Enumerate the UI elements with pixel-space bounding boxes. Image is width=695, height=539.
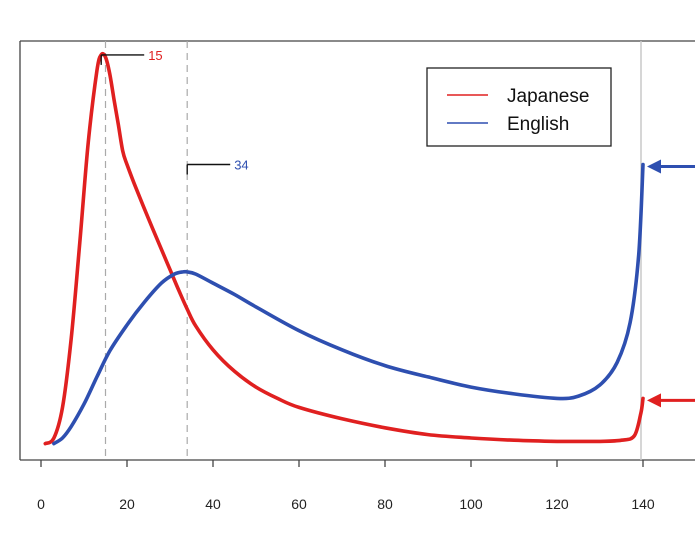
legend-label-english: English [507,114,569,135]
series-layer [43,51,645,446]
x-tick-label: 20 [119,496,135,512]
x-tick-label: 0 [37,496,45,512]
arrow-head [647,159,661,174]
annotation-guides [104,41,188,460]
arrow-head [647,393,661,408]
legend-label-japanese: Japanese [507,86,589,107]
x-tick-label: 60 [291,496,307,512]
legend: Japanese English [426,67,612,147]
peak-label: 15 [148,48,162,63]
plot-frame-group [19,40,695,461]
x-tick-label: 40 [205,496,221,512]
x-tick-label: 120 [545,496,569,512]
x-tick-label: 100 [459,496,483,512]
series-line-english [52,162,645,446]
x-tick-label: 140 [631,496,655,512]
peak-label: 34 [234,158,248,173]
series-line-japanese [43,51,645,446]
x-axis: 0 20 40 60 80 100 120 140 [37,460,655,512]
x-tick-label: 80 [377,496,393,512]
legend-box [426,67,612,147]
right-arrows [647,159,695,408]
